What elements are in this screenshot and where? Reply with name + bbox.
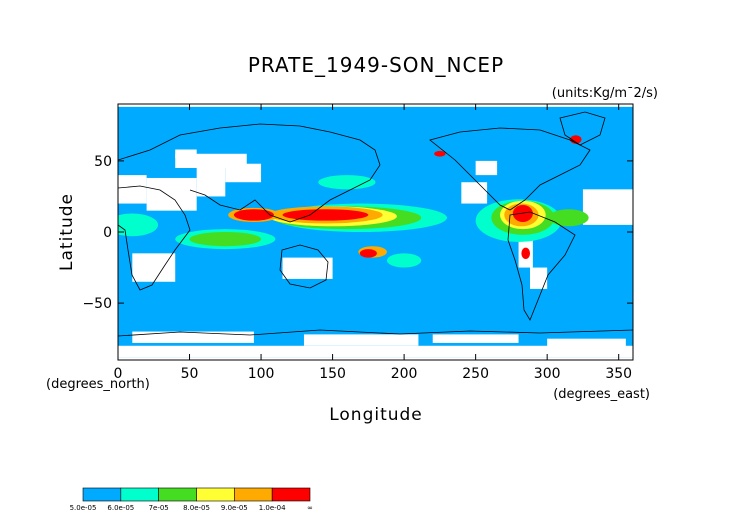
- precip-region-37: [512, 204, 533, 223]
- y-axis-unit-note: (degrees_north): [46, 377, 150, 392]
- y-tick-label: 50: [94, 154, 112, 170]
- x-tick-label: 100: [248, 366, 275, 382]
- colorbar-label: 8.0e-05: [183, 504, 210, 512]
- precip-region-26: [189, 232, 262, 247]
- precip-field: [118, 106, 633, 358]
- x-tick-label: 250: [462, 366, 489, 382]
- colorbar-label: 1.0e-04: [259, 504, 286, 512]
- x-axis-ticks: 0 50 100 150 200 250 300 350: [114, 104, 632, 382]
- colorbar-swatch: [271, 487, 311, 502]
- precip-region-3: [196, 168, 226, 197]
- x-tick-label: 300: [534, 366, 561, 382]
- precip-region-39: [521, 247, 530, 260]
- precip-region-23: [118, 213, 159, 237]
- precip-region-4: [225, 163, 262, 183]
- y-tick-label: 0: [103, 225, 112, 241]
- precip-region-16: [303, 334, 419, 346]
- precip-region-15: [132, 331, 254, 343]
- precip-region-9: [461, 182, 488, 204]
- colorbar-swatch: [196, 487, 235, 502]
- colorbar: 5.0e-05 6.0e-05 7e-05 8.0e-05 9.0e-05 1.0e-04…: [70, 487, 313, 512]
- precip-region-12: [530, 267, 548, 289]
- precip-region-1: [118, 175, 147, 204]
- precip-region-7: [132, 253, 176, 282]
- units-label: (units:Kg/m¯2/s): [552, 86, 658, 101]
- coastline-australia: [279, 244, 329, 289]
- coastline-antarctica: [118, 329, 633, 337]
- x-tick-label: 350: [605, 366, 632, 382]
- precip-region-10: [475, 160, 498, 176]
- coastline-south-america: [507, 211, 576, 321]
- precip-region-40: [434, 150, 446, 157]
- coastline-outlines: [118, 111, 633, 337]
- precip-region-6: [175, 149, 197, 159]
- colorbar-swatch: [158, 487, 197, 502]
- colorbar-label: 7e-05: [149, 504, 169, 512]
- precip-region-14: [118, 345, 633, 358]
- precip-region-18: [547, 338, 626, 349]
- precip-region-13: [582, 189, 633, 225]
- y-axis-ticks: −50 0 50: [82, 154, 633, 312]
- x-tick-label: 150: [319, 366, 346, 382]
- y-tick-label: −50: [82, 296, 112, 312]
- colorbar-label: 6.0e-05: [107, 504, 134, 512]
- precip-region-36: [233, 209, 274, 221]
- x-tick-label: 200: [391, 366, 418, 382]
- precip-region-17: [432, 334, 519, 343]
- colorbar-swatch: [234, 487, 273, 502]
- precip-region-22: [318, 175, 376, 190]
- x-axis-unit-note: (degrees_east): [553, 387, 650, 402]
- colorbar-label: 5.0e-05: [70, 504, 97, 512]
- y-axis-label: Latitude: [57, 193, 77, 271]
- coastline-africa: [118, 185, 191, 291]
- coastline-eurasia: [118, 123, 381, 223]
- precip-region-2: [146, 177, 197, 211]
- coastline-greenland: [559, 111, 606, 146]
- chart-title: PRATE_1949-SON_NCEP: [248, 53, 504, 77]
- plot-area: [118, 106, 633, 358]
- colorbar-label: 9.0e-05: [221, 504, 248, 512]
- precip-region-35: [282, 209, 369, 221]
- coastline-north-america: [429, 127, 591, 211]
- colorbar-swatch: [120, 487, 159, 502]
- colorbar-swatch: [82, 487, 122, 502]
- x-tick-label: 0: [114, 366, 123, 382]
- precip-region-24: [386, 253, 422, 268]
- precip-region-41: [359, 249, 377, 258]
- precip-region-28: [548, 209, 589, 227]
- colorbar-label: ∞: [307, 504, 313, 512]
- x-tick-label: 50: [181, 366, 199, 382]
- x-axis-label: Longitude: [329, 405, 423, 425]
- precip-region-8: [282, 257, 333, 279]
